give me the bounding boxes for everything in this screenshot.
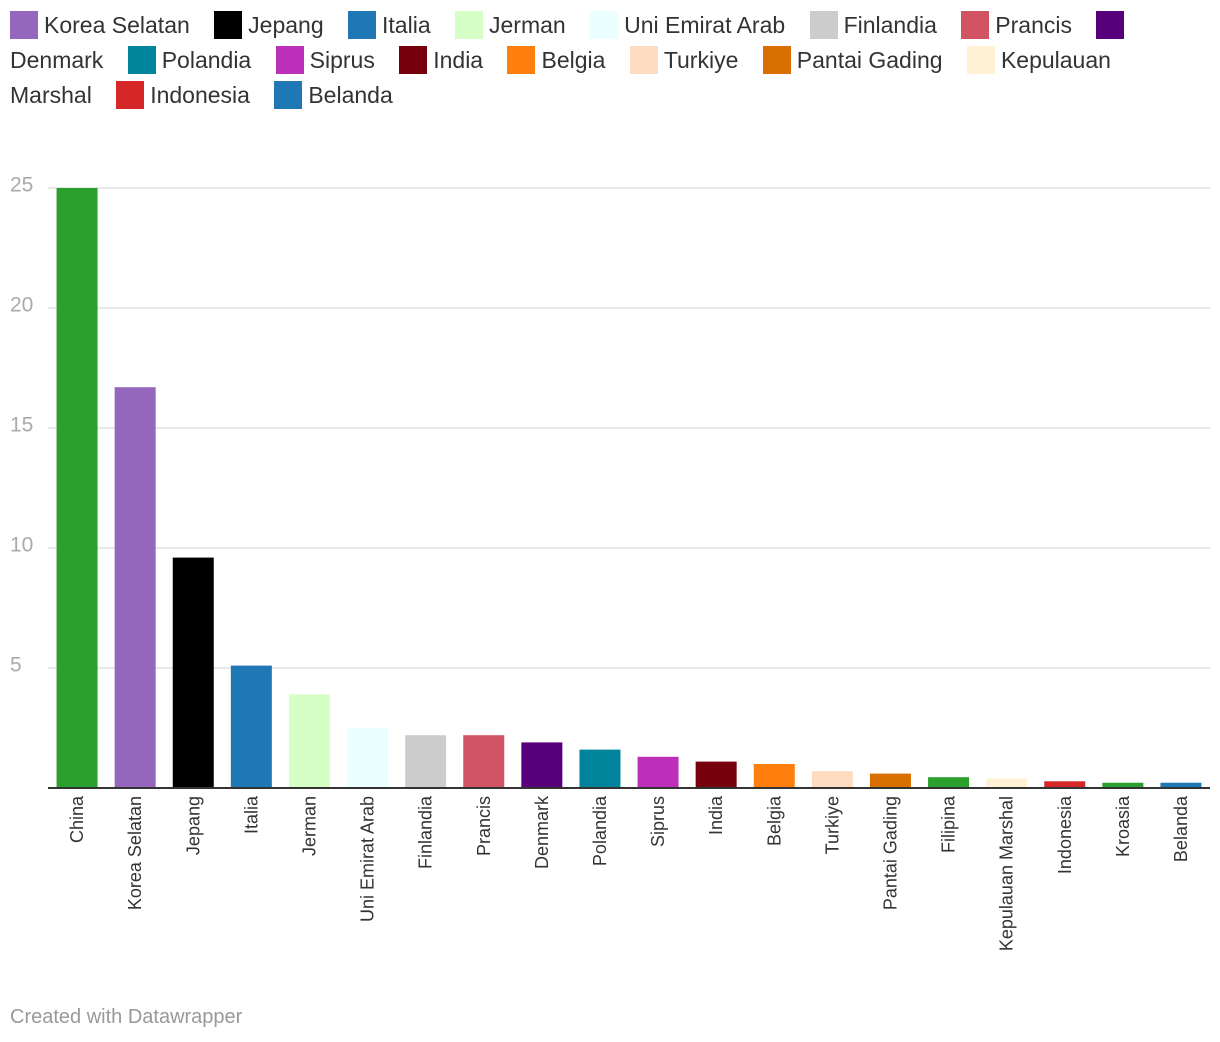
legend-item: Siprus bbox=[275, 46, 375, 74]
x-tick-label: Korea Selatan bbox=[125, 796, 145, 910]
y-tick-label: 25 bbox=[10, 174, 33, 197]
legend-swatch bbox=[127, 46, 156, 74]
x-tick-label: Pantai Gading bbox=[880, 796, 900, 910]
legend-swatch bbox=[274, 81, 303, 109]
bar-jepang bbox=[172, 557, 214, 788]
legend-swatch bbox=[961, 11, 990, 39]
legend-label: Denmark bbox=[10, 47, 104, 73]
x-tick-label: Polandia bbox=[590, 795, 610, 866]
bar-jerman bbox=[288, 694, 330, 788]
legend-item: Belgia bbox=[507, 46, 606, 74]
bar-korea-selatan bbox=[114, 387, 156, 788]
x-tick-label: Turkiye bbox=[822, 796, 842, 854]
legend-swatch bbox=[966, 46, 995, 74]
legend-label: Jerman bbox=[489, 12, 566, 38]
bar-polandia bbox=[579, 749, 621, 788]
x-tick-label: Jepang bbox=[183, 796, 203, 855]
legend-label: Italia bbox=[382, 12, 431, 38]
legend-item: Kepulauan Marshal bbox=[10, 46, 1111, 108]
legend-swatch bbox=[629, 46, 658, 74]
legend-swatch bbox=[455, 11, 484, 39]
footer-credit: Created with Datawrapper bbox=[10, 1006, 243, 1028]
legend-label: Kepulauan Marshal bbox=[10, 47, 1111, 108]
legend-item: Uni Emirat Arab bbox=[590, 11, 786, 39]
bar-kepulauan-marshal bbox=[986, 778, 1028, 788]
legend-label: Siprus bbox=[309, 47, 375, 73]
bar-siprus bbox=[637, 756, 679, 788]
bar-china bbox=[56, 188, 98, 788]
bar-kroasia bbox=[1102, 782, 1144, 788]
legend-swatch bbox=[762, 46, 791, 74]
x-tick-label: Belgia bbox=[764, 795, 784, 846]
x-tick-label: Jerman bbox=[299, 796, 319, 856]
x-tick-label: China bbox=[67, 795, 87, 843]
bar-chart: 5 10 15 20 25 China Korea Selatan Jepang Italia J… bbox=[10, 174, 1210, 951]
bar-turkiye bbox=[811, 771, 853, 788]
bar-india bbox=[695, 761, 737, 788]
x-tick-label: Italia bbox=[241, 795, 261, 834]
x-tick-label: Kepulauan Marshal bbox=[997, 796, 1017, 951]
y-tick-label: 5 bbox=[10, 654, 22, 677]
bar-indonesia bbox=[1044, 781, 1086, 788]
x-tick-label: Kroasia bbox=[1113, 795, 1133, 857]
y-tick-label: 10 bbox=[10, 534, 33, 557]
bar-pantai-gading bbox=[869, 773, 911, 788]
x-tick-label: Filipina bbox=[939, 795, 959, 853]
legend-label: Prancis bbox=[995, 12, 1072, 38]
bar-filipina bbox=[928, 777, 970, 788]
x-tick-label: Prancis bbox=[474, 796, 494, 856]
legend-item: Indonesia bbox=[116, 81, 250, 109]
bar-finlandia bbox=[405, 735, 447, 788]
x-tick-label: Siprus bbox=[648, 796, 668, 847]
legend-item: Finlandia bbox=[809, 11, 937, 39]
x-tick-label: Finlandia bbox=[416, 795, 436, 869]
legend-item: Turkiye bbox=[629, 46, 739, 74]
bar-italia bbox=[230, 665, 272, 788]
bar-belanda bbox=[1160, 782, 1202, 788]
bar-belgia bbox=[753, 764, 795, 788]
legend-label: Belanda bbox=[308, 82, 393, 108]
legend-swatch bbox=[116, 81, 145, 109]
y-tick-label: 15 bbox=[10, 414, 33, 437]
legend-swatch bbox=[809, 11, 838, 39]
legend-item: Korea Selatan bbox=[10, 11, 190, 39]
legend-label: India bbox=[433, 47, 484, 73]
legend-swatch bbox=[1096, 11, 1125, 39]
legend-label: Finlandia bbox=[843, 12, 937, 38]
legend-item: Belanda bbox=[274, 81, 393, 109]
bar-prancis bbox=[463, 735, 505, 788]
legend-swatch bbox=[275, 46, 304, 74]
legend-label: Korea Selatan bbox=[44, 12, 190, 38]
x-tick-label: India bbox=[706, 795, 726, 835]
bar-denmark bbox=[521, 742, 563, 788]
legend-label: Turkiye bbox=[663, 47, 739, 73]
legend-swatch bbox=[590, 11, 619, 39]
legend-item: Prancis bbox=[961, 11, 1072, 39]
legend-label: Jepang bbox=[248, 12, 324, 38]
y-tick-label: 20 bbox=[10, 294, 33, 317]
x-tick-label: Indonesia bbox=[1055, 795, 1075, 874]
legend-swatch bbox=[507, 46, 536, 74]
legend-label: Pantai Gading bbox=[796, 47, 943, 73]
bar-uni-emirat-arab bbox=[347, 728, 389, 788]
legend-label: Uni Emirat Arab bbox=[624, 12, 786, 38]
legend-item: Polandia bbox=[127, 46, 252, 74]
legend-label: Belgia bbox=[541, 47, 606, 73]
legend-item: Pantai Gading bbox=[762, 46, 943, 74]
legend-swatch bbox=[399, 46, 428, 74]
legend-label: Indonesia bbox=[150, 82, 250, 108]
legend-item: India bbox=[399, 46, 484, 74]
x-tick-label: Uni Emirat Arab bbox=[358, 796, 378, 922]
legend-swatch bbox=[214, 11, 243, 39]
legend-label: Polandia bbox=[161, 47, 252, 73]
x-tick-label: Belanda bbox=[1171, 795, 1191, 862]
legend-swatch bbox=[348, 11, 377, 39]
legend-item: Jepang bbox=[214, 11, 324, 39]
legend-item: Italia bbox=[348, 11, 431, 39]
chart-legend: Korea Selatan Jepang Italia Jerman Uni E… bbox=[10, 8, 1210, 113]
x-tick-label: Denmark bbox=[532, 795, 552, 869]
legend-swatch bbox=[10, 11, 38, 39]
legend-item: Jerman bbox=[455, 11, 566, 39]
legend-item: Denmark bbox=[10, 11, 1130, 73]
